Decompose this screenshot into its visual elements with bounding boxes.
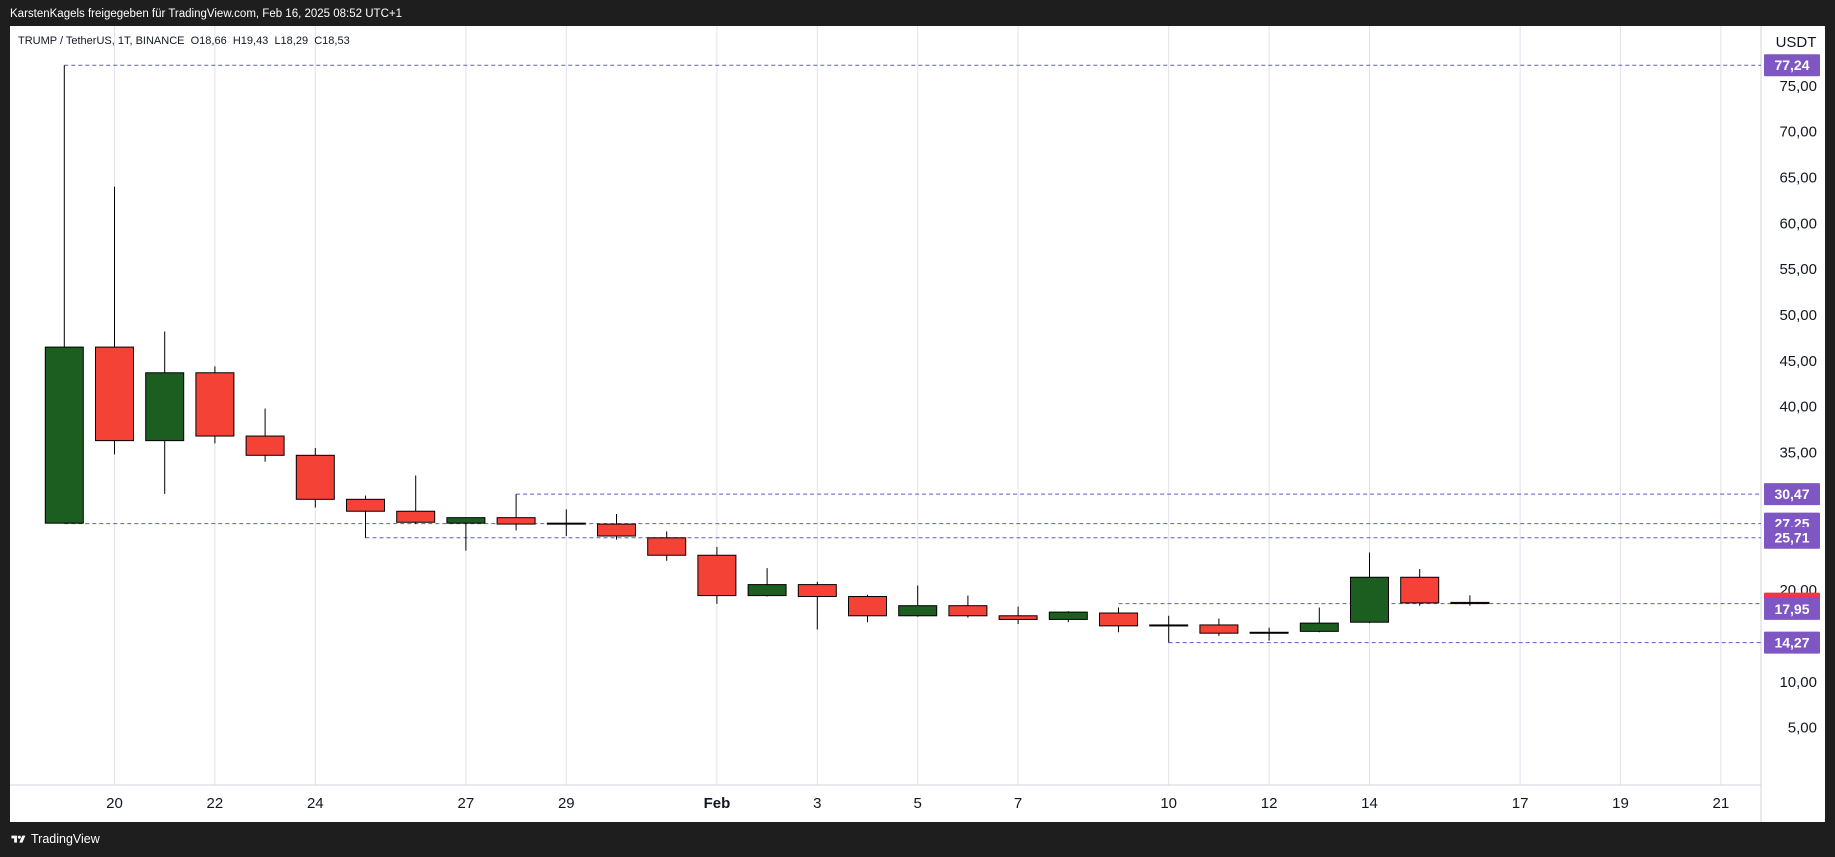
price-tag-label: 77,24 [1774, 57, 1809, 73]
candle-body [546, 522, 586, 525]
candle-body [446, 517, 486, 524]
x-tick-label: 21 [1713, 795, 1730, 812]
candle-body [295, 454, 335, 500]
price-tag [1764, 526, 1820, 549]
x-tick-label: 17 [1512, 795, 1529, 812]
candle-body [346, 498, 385, 512]
y-tick-label: 35,00 [1779, 445, 1817, 462]
legend-high: H19,43 [232, 35, 269, 47]
y-tick-label: 60,00 [1779, 215, 1817, 232]
candle-body [848, 596, 887, 617]
candle-body [998, 615, 1038, 620]
y-tick-label: 55,00 [1779, 261, 1817, 278]
price-tag-label: 25,71 [1774, 530, 1809, 546]
candle-body [1199, 624, 1239, 634]
symbol-legend: TRUMP / TetherUS, 1T, BINANCE O18,66 H19… [18, 35, 350, 47]
legend-low: L18,29 [274, 35, 309, 47]
y-tick-label: 45,00 [1779, 353, 1817, 370]
y-tick-label: 50,00 [1779, 307, 1817, 324]
x-tick-label: 20 [106, 795, 123, 812]
candle-body [797, 584, 837, 598]
currency-label-box [1770, 30, 1822, 55]
candle-body [95, 346, 134, 442]
candle-body [948, 605, 988, 617]
tradingview-logo-icon [11, 835, 26, 843]
chart-canvas[interactable]: 20 22 24 27 29 Feb 3 5 7 10 12 14 17 19 215,0010,0020,… [10, 26, 1825, 822]
y-tick-label: 5,00 [1788, 720, 1817, 737]
x-tick-label: 29 [558, 795, 575, 812]
candle-body [1048, 611, 1088, 620]
x-tick-label: 7 [1014, 795, 1022, 812]
x-tick-label: 19 [1612, 795, 1629, 812]
price-tag [1764, 483, 1820, 506]
price-tag [1764, 54, 1820, 77]
x-tick-label: 14 [1361, 795, 1378, 812]
price-tag-label: 17,95 [1774, 601, 1809, 617]
candle-body [1249, 631, 1289, 634]
legend-open: O18,66 [190, 35, 227, 47]
candle-body [396, 510, 436, 523]
candle-body [747, 584, 787, 597]
candle-body [697, 554, 737, 597]
y-tick-label: 40,00 [1779, 399, 1817, 416]
candle-body [1149, 624, 1189, 627]
candle-body [1450, 601, 1490, 605]
footer-bar: TradingView [0, 822, 1835, 857]
x-tick-label: 12 [1261, 795, 1278, 812]
price-tag [1764, 631, 1820, 654]
candle-body [1099, 612, 1138, 627]
candle-body [1350, 576, 1389, 623]
candle-body [44, 346, 84, 524]
publisher-text: KarstenKagels freigegeben für TradingVie… [10, 8, 402, 20]
candle-body [1400, 576, 1440, 604]
y-tick-label: 70,00 [1779, 124, 1817, 141]
candle-body [145, 372, 185, 442]
y-tick-label: 75,00 [1779, 78, 1817, 95]
x-tick-label: 22 [207, 795, 224, 812]
x-tick-label: Feb [704, 795, 731, 812]
price-tag-label: 30,47 [1774, 486, 1809, 502]
legend-symbol: TRUMP / TetherUS, 1T, BINANCE [18, 35, 185, 47]
tradingview-logo-text: TradingView [31, 832, 100, 846]
x-tick-label: 10 [1160, 795, 1177, 812]
candle-body [898, 605, 938, 617]
y-tick-label: 65,00 [1779, 169, 1817, 186]
price-tag [1764, 597, 1820, 620]
x-tick-label: 3 [813, 795, 821, 812]
currency-label: USDT [1776, 34, 1817, 51]
y-tick-label: 10,00 [1779, 674, 1817, 691]
price-tag-label: 14,27 [1774, 635, 1809, 651]
candle-body [195, 372, 235, 437]
x-tick-label: 24 [307, 795, 324, 812]
tradingview-logo[interactable]: TradingView [10, 832, 100, 846]
candle-body [1299, 622, 1339, 632]
candle-body [647, 537, 687, 556]
legend-close: C18,53 [314, 35, 350, 47]
x-tick-label: 27 [458, 795, 475, 812]
candle-body [245, 435, 285, 456]
publisher-bar: KarstenKagels freigegeben für TradingVie… [0, 0, 1835, 26]
candle-body [496, 517, 536, 525]
chart-frame[interactable]: 20 22 24 27 29 Feb 3 5 7 10 12 14 17 19 21 5,00 10,00 20,… [10, 26, 1825, 822]
x-tick-label: 5 [914, 795, 922, 812]
candle-body [597, 523, 636, 537]
